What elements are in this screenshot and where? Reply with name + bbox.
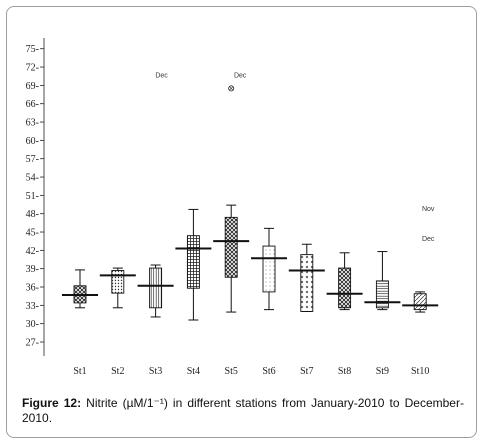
annotation-label: Nov — [422, 206, 435, 213]
annotation-label: Dec — [234, 72, 247, 79]
y-tick-label: 66- — [26, 99, 39, 110]
box-iqr — [111, 270, 125, 294]
category-label-st2: St2 — [111, 366, 124, 377]
category-label-st5: St5 — [225, 366, 238, 377]
caption-text: Nitrite (µM/1⁻¹) in different stations f… — [22, 396, 464, 425]
box-st3 — [137, 264, 174, 318]
category-label-st4: St4 — [187, 366, 200, 377]
box-st7 — [288, 243, 325, 312]
caption-label: Figure 12: — [22, 396, 82, 410]
box-st6 — [251, 227, 287, 311]
box-st5 — [213, 204, 250, 313]
box-st4 — [175, 208, 212, 321]
box-st8 — [326, 252, 363, 311]
outlier-marker — [228, 85, 235, 92]
category-label-st10: St10 — [411, 366, 429, 377]
boxes-group — [62, 85, 439, 321]
box-st10 — [402, 291, 439, 313]
y-tick-label: 42- — [26, 246, 39, 257]
figure-caption: Figure 12: Nitrite (µM/1⁻¹) in different… — [22, 396, 464, 426]
box-iqr — [224, 216, 238, 278]
box-st9 — [364, 251, 401, 311]
y-tick-label: 63- — [26, 118, 39, 129]
box-iqr — [186, 235, 200, 289]
y-tick-label: 60- — [26, 136, 39, 147]
annotation-label: Dec — [422, 236, 435, 243]
box-iqr — [262, 245, 276, 293]
y-tick-label: 72- — [26, 63, 39, 74]
box-iqr — [413, 293, 427, 311]
category-label-st9: St9 — [376, 366, 389, 377]
annotations-group: Dec Dec Nov Dec — [155, 72, 435, 243]
figure-frame — [6, 6, 477, 438]
y-tick-label: 57- — [26, 154, 39, 165]
y-tick-label: 54- — [26, 173, 39, 184]
box-iqr — [300, 254, 314, 312]
category-label-st1: St1 — [73, 366, 86, 377]
y-tick-label: 39- — [26, 264, 39, 275]
box-st1 — [62, 269, 98, 309]
y-tick-label: 48- — [26, 209, 39, 220]
annotation-label: Dec — [155, 72, 168, 79]
category-label-st8: St8 — [338, 366, 351, 377]
y-tick-label: 75- — [26, 44, 39, 55]
y-tick-label: 45- — [26, 228, 39, 239]
box-iqr — [338, 267, 352, 309]
box-iqr — [149, 267, 163, 309]
box-st2 — [99, 267, 136, 309]
category-labels: St1 St2 St3 St4 St5 St6 St7 St8 St9 St10 — [73, 366, 429, 377]
y-tick-label: 27- — [26, 338, 39, 349]
y-tick-label: 51- — [26, 191, 39, 202]
y-tick-label: 30- — [26, 319, 39, 330]
category-label-st6: St6 — [262, 366, 275, 377]
y-axis-ticks: 27- 30- 33- 36- 39- 42- 45- 48- 51- 54- 57- 60- 63- 6… — [26, 44, 44, 349]
y-tick-label: 69- — [26, 81, 39, 92]
category-label-st7: St7 — [300, 366, 313, 377]
y-tick-label: 33- — [26, 301, 39, 312]
boxplot-chart: 27- 30- 33- 36- 39- 42- 45- 48- 51- 54- 57- 60- 63- 6… — [26, 38, 439, 377]
category-label-st3: St3 — [149, 366, 162, 377]
box-iqr — [375, 280, 389, 309]
y-tick-label: 36- — [26, 283, 39, 294]
